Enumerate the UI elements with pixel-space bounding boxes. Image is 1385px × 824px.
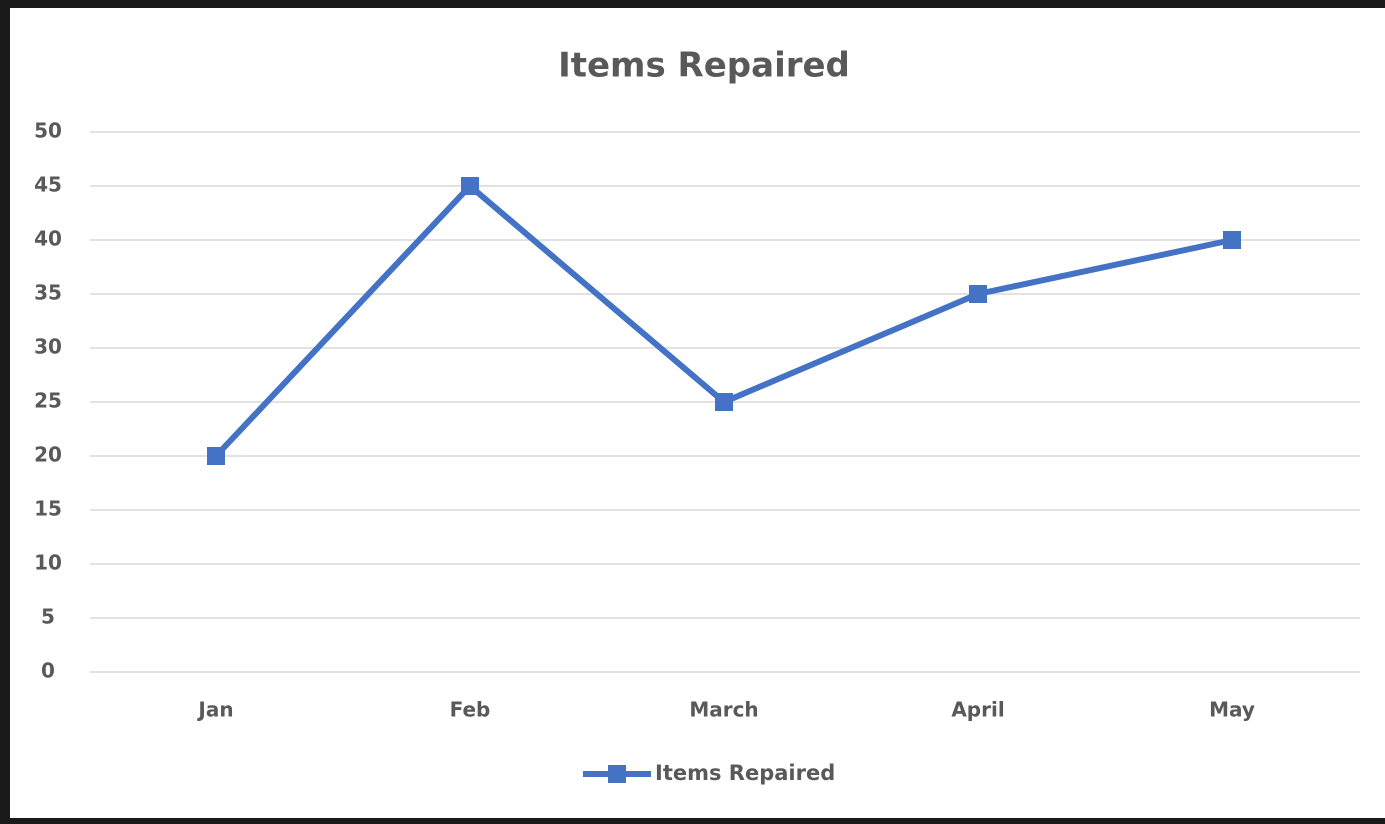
y-tick-label: 30 (34, 335, 62, 359)
y-tick-label: 45 (34, 173, 62, 197)
x-tick-label: Jan (196, 698, 233, 722)
y-tick-label: 50 (34, 119, 62, 143)
y-tick-label: 35 (34, 281, 62, 305)
y-tick-label: 0 (41, 659, 55, 683)
data-point (969, 285, 987, 303)
bottom-frame (0, 818, 1385, 824)
data-point (715, 393, 733, 411)
data-point (1223, 231, 1241, 249)
data-point (207, 447, 225, 465)
x-tick-label: March (689, 698, 758, 722)
top-frame (0, 0, 1385, 8)
left-frame (0, 0, 10, 824)
data-point (461, 177, 479, 195)
y-tick-label: 25 (34, 389, 62, 413)
x-tick-label: April (951, 698, 1004, 722)
legend-marker (608, 765, 626, 783)
x-tick-label: Feb (450, 698, 491, 722)
x-tick-label: May (1209, 698, 1255, 722)
chart-title: Items Repaired (558, 46, 850, 86)
y-tick-label: 10 (34, 551, 62, 575)
y-tick-label: 5 (41, 605, 55, 629)
legend-label: Items Repaired (655, 761, 835, 785)
y-tick-label: 20 (34, 443, 62, 467)
y-tick-label: 40 (34, 227, 62, 251)
y-tick-label: 15 (34, 497, 62, 521)
